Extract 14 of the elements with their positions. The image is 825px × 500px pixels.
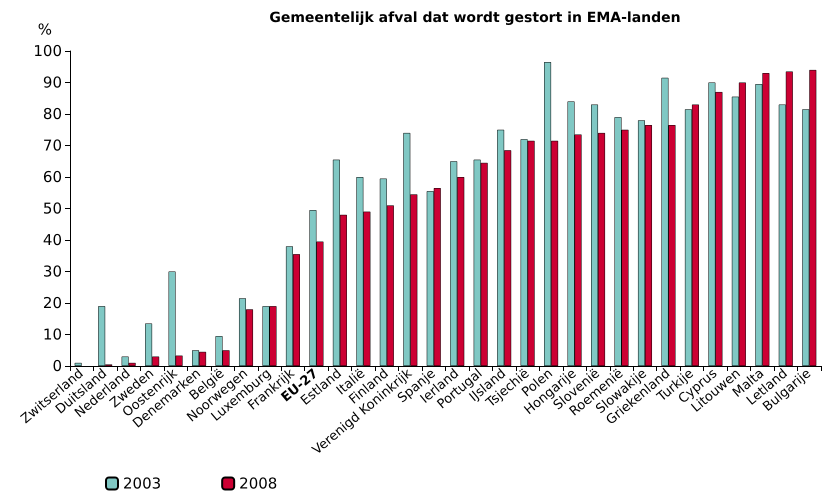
y-tick-label: 40: [42, 231, 62, 249]
y-tick-label: 30: [42, 262, 62, 280]
y-tick-label: 60: [42, 168, 62, 186]
y-tick-label: 20: [42, 294, 62, 312]
y-tick-label: 100: [33, 42, 62, 60]
legend-label: 2003: [123, 474, 162, 492]
legend-label: 2008: [239, 474, 278, 492]
y-tick-label: 90: [42, 74, 62, 92]
y-tick-label: 10: [42, 326, 62, 344]
y-tick-label: 50: [42, 200, 62, 218]
chart-title: Gemeentelijk afval dat wordt gestort in EMA-landen: [269, 10, 681, 26]
y-axis-title: %: [38, 20, 52, 38]
y-tick-label: 70: [42, 136, 62, 154]
y-tick-label: 80: [42, 105, 62, 123]
